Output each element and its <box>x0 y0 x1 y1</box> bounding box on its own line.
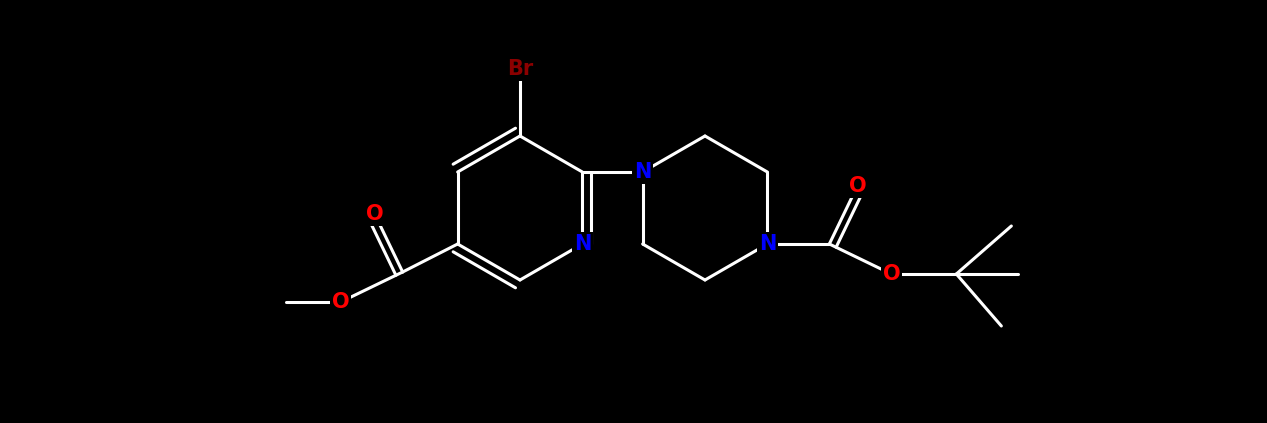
Text: N: N <box>759 234 777 254</box>
Text: O: O <box>849 176 867 196</box>
Text: Br: Br <box>507 59 533 79</box>
Text: O: O <box>883 264 900 284</box>
Text: O: O <box>366 204 384 224</box>
Text: O: O <box>332 292 350 312</box>
Text: N: N <box>574 234 590 254</box>
Text: N: N <box>634 162 651 182</box>
